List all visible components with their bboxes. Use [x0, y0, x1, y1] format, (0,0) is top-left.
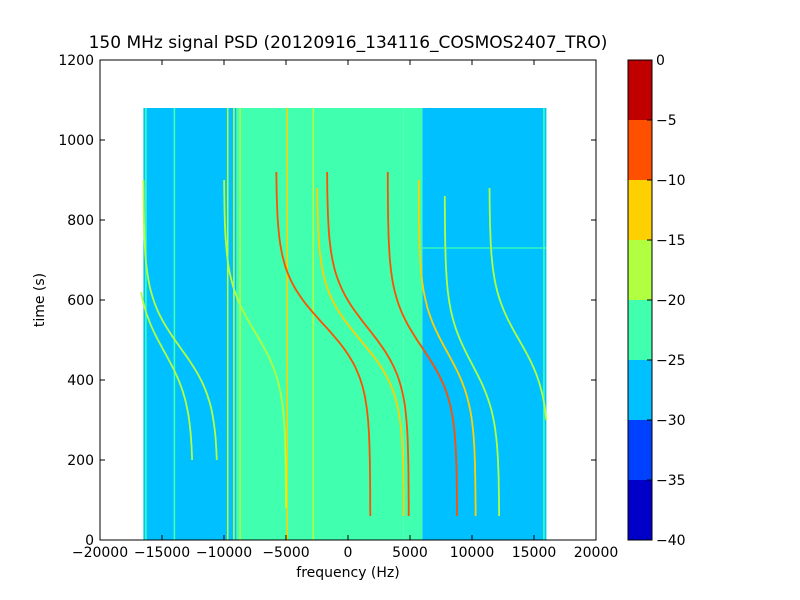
doppler-trace	[316, 188, 405, 516]
y-tick-label: 800	[67, 213, 94, 229]
colorbar-tick-label: −5	[656, 113, 677, 129]
colorbar: 0 −5 −10 −15 −20 −25 −30 −35 −40	[627, 53, 686, 549]
chart-title: 150 MHz signal PSD (20120916_134116_COSM…	[89, 33, 608, 53]
y-tick-label: 200	[67, 453, 94, 469]
colorbar-tick-label: −40	[656, 533, 686, 549]
doppler-trace	[326, 171, 410, 516]
x-tick-label: −5000	[262, 545, 309, 561]
y-axis: 0 200 400 600 800 1000 1200	[58, 53, 596, 549]
x-tick-label: 15000	[512, 545, 557, 561]
colorbar-tick-label: −35	[656, 473, 686, 489]
x-axis: −20000 −15000 −10000 −5000 0 5000 10000 15000 20…	[72, 60, 618, 561]
y-axis-label: time (s)	[32, 273, 48, 327]
colorbar-segment	[628, 240, 652, 300]
heatmap-region	[143, 108, 237, 540]
colorbar-tick-label: −15	[656, 233, 686, 249]
colorbar-tick-label: −25	[656, 353, 686, 369]
heatmap-layer	[140, 108, 548, 540]
doppler-trace	[275, 172, 372, 516]
doppler-trace	[488, 188, 548, 421]
x-tick-label: −15000	[134, 545, 190, 561]
doppler-trace	[142, 180, 218, 461]
colorbar-segment	[628, 300, 652, 360]
doppler-trace	[386, 172, 458, 516]
colorbar-segment	[628, 360, 652, 420]
y-tick-label: 1000	[58, 133, 94, 149]
x-tick-label: −10000	[196, 545, 252, 561]
x-tick-label: −20000	[72, 545, 128, 561]
x-axis-label: frequency (Hz)	[296, 565, 399, 581]
x-tick-label: 10000	[450, 545, 495, 561]
colorbar-segment	[628, 420, 652, 480]
colorbar-tick-label: −10	[656, 173, 686, 189]
x-tick-label: 0	[344, 545, 353, 561]
y-tick-label: 1200	[58, 53, 94, 69]
heatmap-region	[422, 108, 547, 540]
colorbar-tick-label: 0	[656, 53, 665, 69]
colorbar-segment	[628, 180, 652, 240]
colorbar-segment	[628, 120, 652, 180]
doppler-trace	[223, 180, 287, 508]
colorbar-tick-label: −30	[656, 413, 686, 429]
colorbar-segment	[628, 60, 652, 120]
x-tick-label: 5000	[392, 545, 428, 561]
colorbar-segment	[628, 480, 652, 540]
doppler-trace	[443, 196, 500, 516]
heatmap-region	[403, 108, 423, 540]
heatmap-region	[236, 108, 404, 540]
y-tick-label: 600	[67, 293, 94, 309]
doppler-trace	[417, 180, 477, 516]
y-tick-label: 0	[85, 533, 94, 549]
x-tick-label: 20000	[574, 545, 619, 561]
colorbar-tick-label: −20	[656, 293, 686, 309]
y-tick-label: 400	[67, 373, 94, 389]
doppler-trace	[140, 291, 193, 460]
